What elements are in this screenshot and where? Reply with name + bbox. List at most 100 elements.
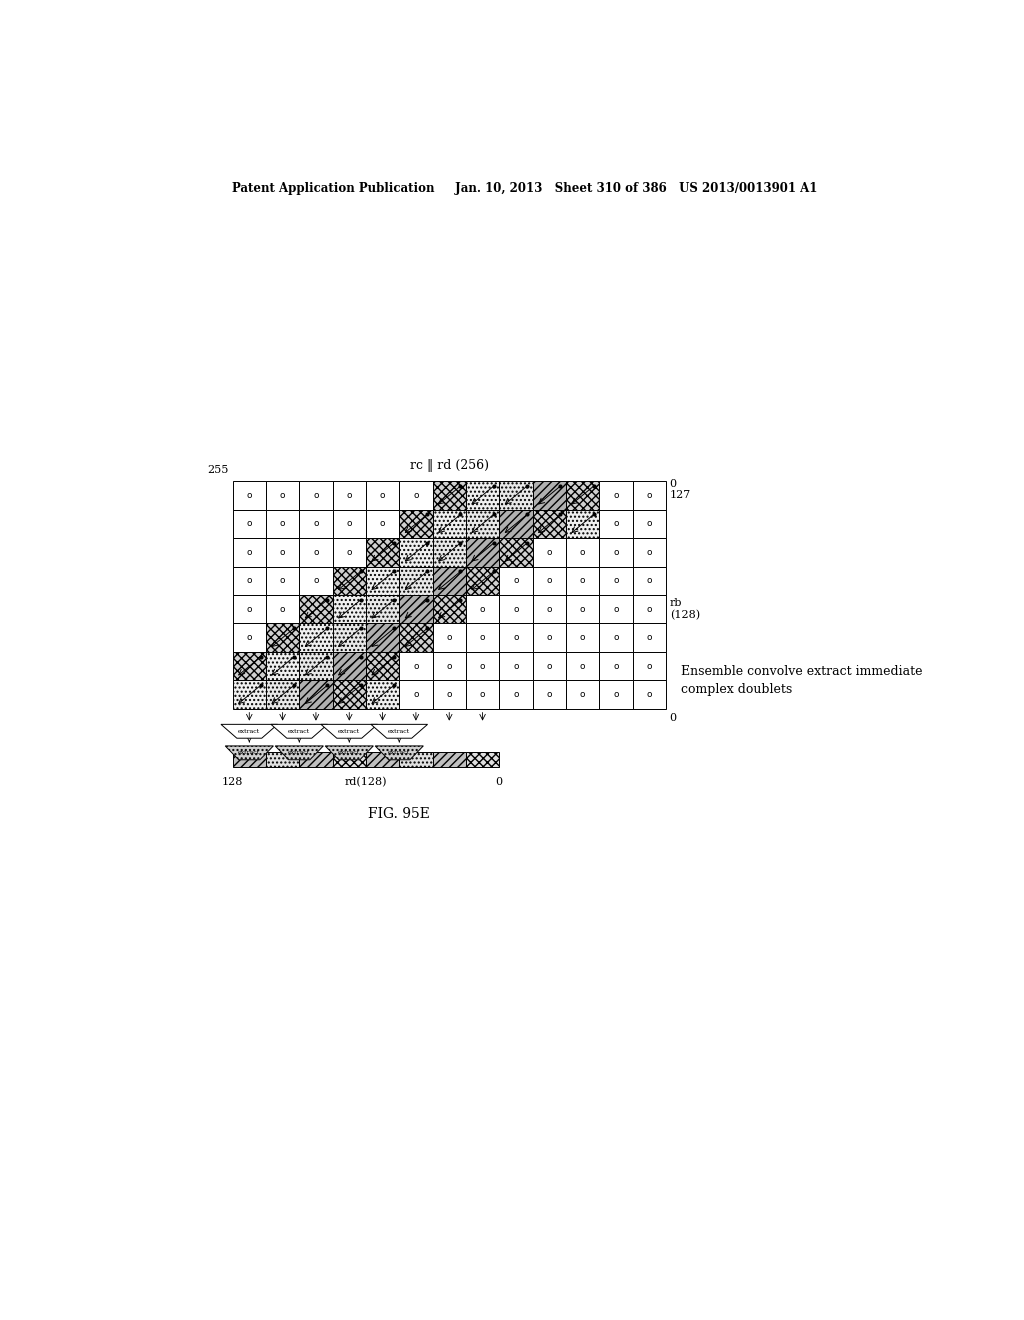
Bar — [633, 566, 666, 595]
Bar — [500, 539, 532, 566]
Text: o: o — [446, 690, 452, 700]
Bar — [532, 652, 566, 681]
Text: o: o — [480, 634, 485, 643]
Polygon shape — [221, 725, 278, 738]
Bar — [366, 595, 399, 623]
Text: o: o — [313, 577, 318, 585]
Text: o: o — [446, 661, 452, 671]
Text: o: o — [613, 634, 618, 643]
Bar — [532, 539, 566, 566]
Bar — [399, 595, 432, 623]
Bar — [232, 623, 266, 652]
Bar — [633, 681, 666, 709]
Bar — [599, 595, 633, 623]
Text: o: o — [646, 690, 652, 700]
Polygon shape — [326, 746, 374, 760]
Text: o: o — [513, 690, 518, 700]
Bar — [532, 623, 566, 652]
Text: o: o — [380, 519, 385, 528]
Bar — [333, 623, 366, 652]
Text: o: o — [547, 661, 552, 671]
Bar — [299, 652, 333, 681]
Bar — [599, 652, 633, 681]
Bar — [466, 595, 500, 623]
Text: o: o — [346, 491, 352, 500]
Text: 255: 255 — [208, 465, 228, 475]
Bar — [466, 510, 500, 539]
Text: extract: extract — [288, 729, 310, 734]
Bar — [466, 652, 500, 681]
Text: o: o — [646, 634, 652, 643]
Bar — [232, 595, 266, 623]
Bar — [299, 539, 333, 566]
Bar — [299, 480, 333, 510]
Bar — [466, 480, 500, 510]
Text: o: o — [380, 491, 385, 500]
Bar — [633, 539, 666, 566]
Text: o: o — [247, 605, 252, 614]
Text: o: o — [613, 548, 618, 557]
Text: o: o — [646, 661, 652, 671]
Bar — [532, 480, 566, 510]
Bar — [466, 539, 500, 566]
Bar — [432, 480, 466, 510]
Bar — [466, 681, 500, 709]
Text: o: o — [580, 690, 586, 700]
Bar — [366, 652, 399, 681]
Text: rd(128): rd(128) — [345, 776, 387, 787]
Text: o: o — [547, 605, 552, 614]
Polygon shape — [371, 725, 428, 738]
Text: rb
(128): rb (128) — [670, 598, 699, 620]
Bar — [633, 623, 666, 652]
Text: o: o — [580, 605, 586, 614]
Text: 128: 128 — [222, 776, 244, 787]
Text: o: o — [646, 548, 652, 557]
Text: FIG. 95E: FIG. 95E — [369, 807, 430, 821]
Text: o: o — [313, 491, 318, 500]
Text: o: o — [580, 548, 586, 557]
Bar — [266, 539, 299, 566]
Text: o: o — [247, 519, 252, 528]
Text: o: o — [580, 634, 586, 643]
Text: o: o — [247, 634, 252, 643]
Bar — [399, 480, 432, 510]
Bar — [366, 623, 399, 652]
Bar — [266, 623, 299, 652]
Bar — [566, 681, 599, 709]
Text: 0: 0 — [496, 776, 503, 787]
Text: o: o — [547, 548, 552, 557]
Bar — [466, 623, 500, 652]
Text: extract: extract — [338, 729, 360, 734]
Bar — [366, 752, 399, 767]
Bar — [633, 595, 666, 623]
Bar — [299, 681, 333, 709]
Bar — [566, 480, 599, 510]
Bar — [500, 623, 532, 652]
Text: 0: 0 — [670, 713, 677, 723]
Polygon shape — [271, 725, 328, 738]
Bar — [232, 566, 266, 595]
Bar — [299, 595, 333, 623]
Bar — [432, 752, 466, 767]
Text: rc ‖ rd (256): rc ‖ rd (256) — [410, 459, 488, 471]
Bar — [333, 566, 366, 595]
Bar — [500, 595, 532, 623]
Bar — [500, 652, 532, 681]
Bar — [266, 510, 299, 539]
Bar — [299, 566, 333, 595]
Text: o: o — [613, 690, 618, 700]
Text: o: o — [513, 634, 518, 643]
Text: o: o — [480, 661, 485, 671]
Bar — [500, 566, 532, 595]
Bar — [599, 623, 633, 652]
Bar — [333, 652, 366, 681]
Text: o: o — [646, 605, 652, 614]
Bar — [232, 510, 266, 539]
Bar — [532, 566, 566, 595]
Bar — [399, 652, 432, 681]
Text: o: o — [580, 577, 586, 585]
Text: o: o — [613, 605, 618, 614]
Text: o: o — [513, 577, 518, 585]
Text: extract: extract — [239, 729, 260, 734]
Polygon shape — [225, 746, 273, 760]
